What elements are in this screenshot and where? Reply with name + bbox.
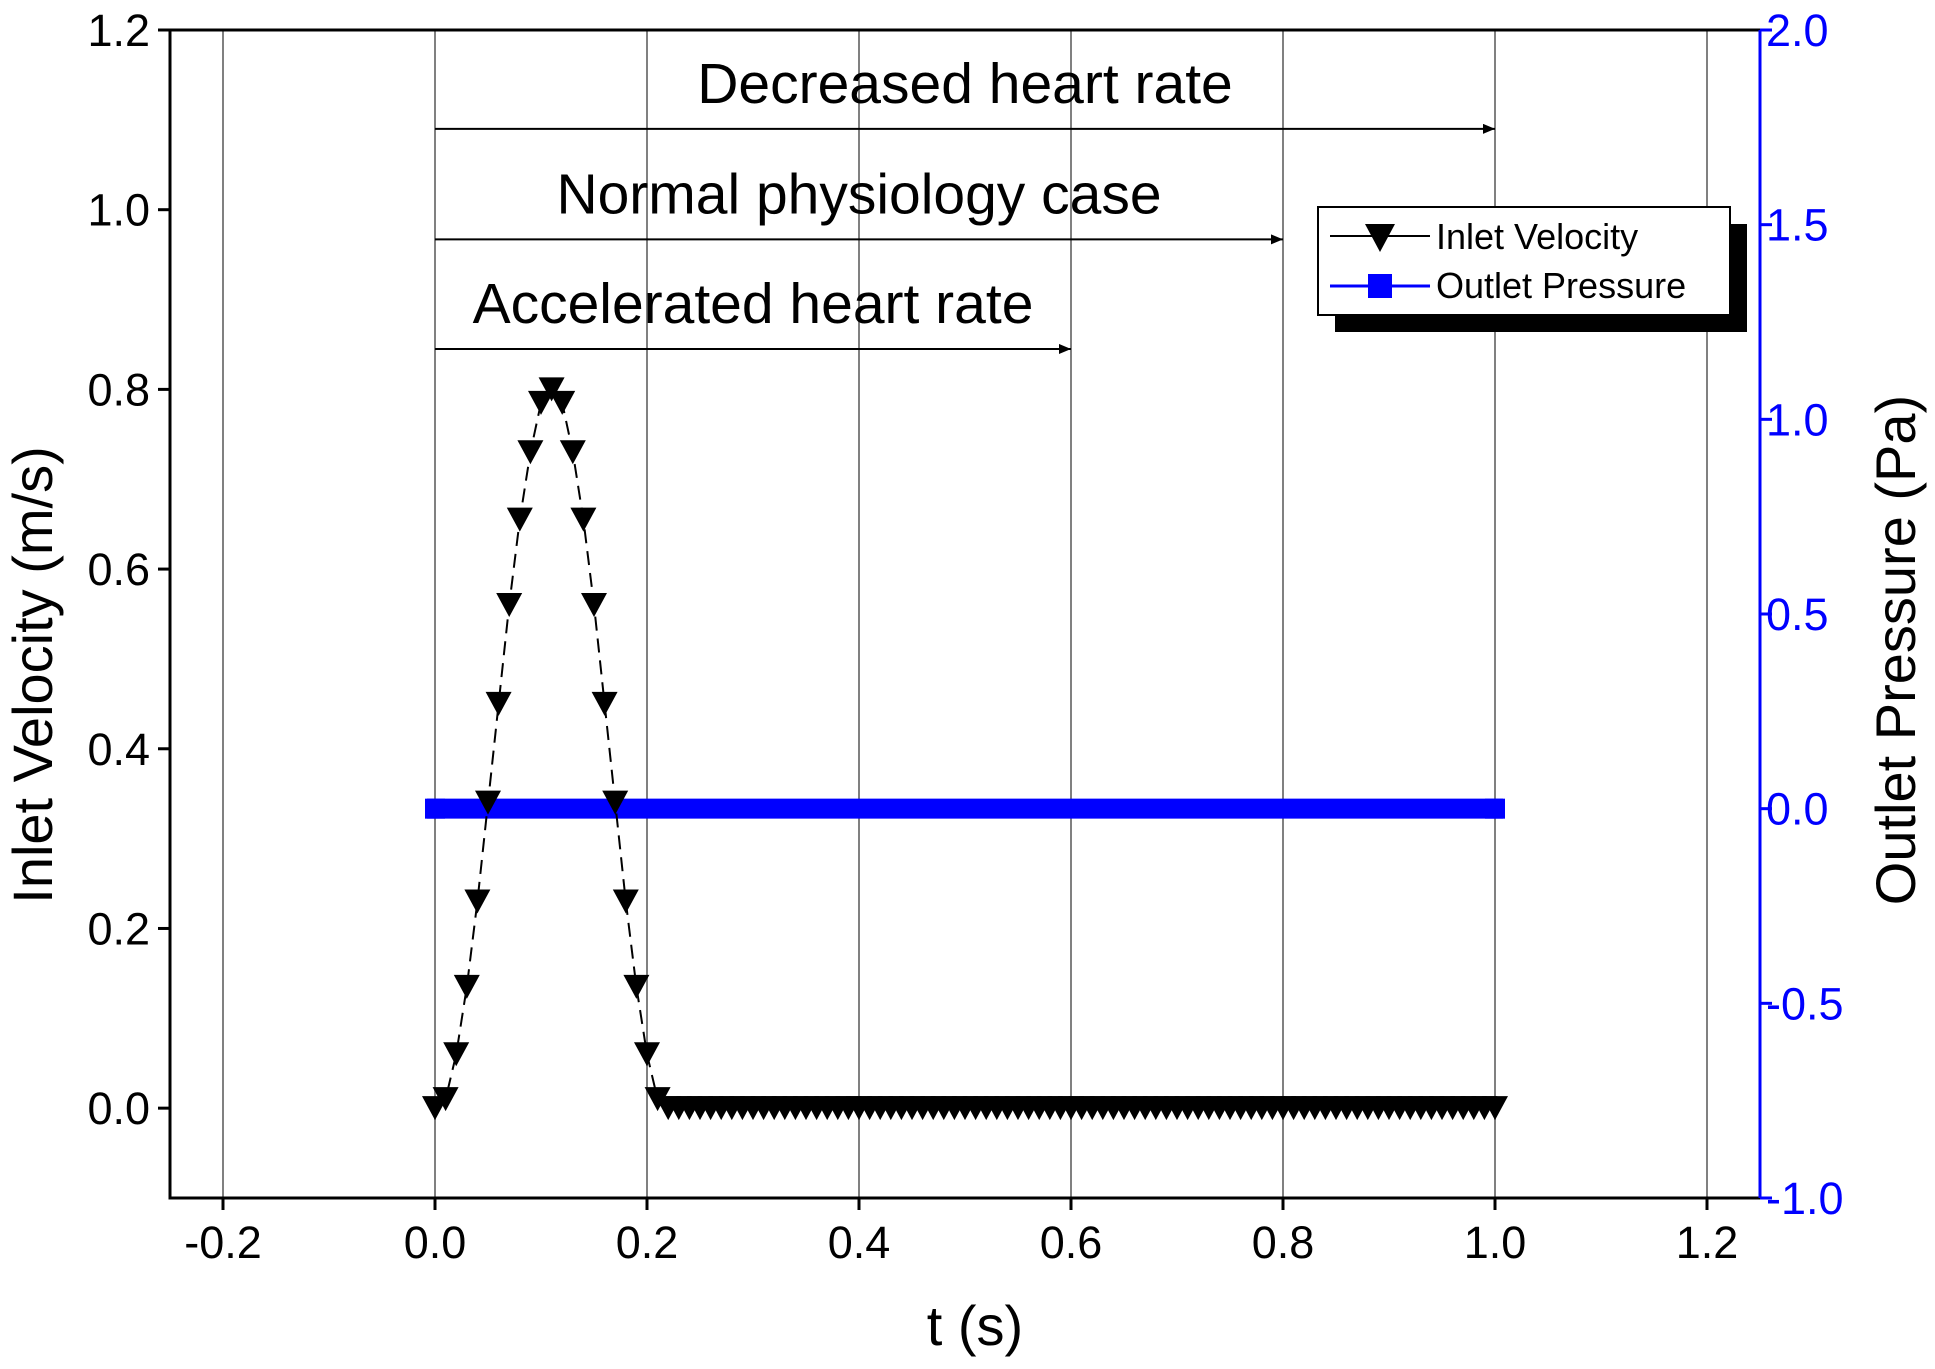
inlet-velocity-point [517,440,544,465]
annotation-label: Decreased heart rate [697,52,1232,116]
right-y-tick-label: 1.0 [1766,394,1829,445]
inlet-velocity-point [591,691,618,716]
series-layer [422,377,1508,1121]
inlet-velocity-point [559,440,586,465]
right-y-tick-label: 1.5 [1766,200,1829,251]
legend-label-inlet-velocity: Inlet Velocity [1436,216,1638,257]
x-tick-label: -0.2 [184,1217,262,1268]
outlet-pressure-point [425,798,445,819]
right-y-tick-label: -0.5 [1766,978,1844,1029]
left-y-tick-label: 1.2 [87,5,150,56]
x-tick-label: 1.0 [1464,1217,1527,1268]
x-tick-label: 1.2 [1676,1217,1739,1268]
annotation-label: Normal physiology case [556,162,1161,226]
left-y-axis-ticks: 0.0 0.2 0.4 0.6 0.8 1.0 1.2 [87,5,170,1134]
annotation-label: Accelerated heart rate [473,272,1034,336]
inlet-velocity-point [453,974,480,999]
left-y-tick-label: 0.6 [87,544,150,595]
x-tick-label: 0.8 [1252,1217,1315,1268]
inlet-velocity-point [475,790,501,815]
left-y-tick-label: 0.8 [87,364,150,415]
inlet-velocity-point [549,390,576,415]
left-y-tick-label: 0.0 [87,1083,150,1134]
inlet-velocity-line [434,387,1495,1110]
inlet-velocity-point [506,507,533,532]
x-axis-ticks: -0.2 0.0 0.2 0.4 0.6 0.8 1.0 1.2 [184,1198,1738,1268]
inlet-velocity-point [581,593,607,618]
right-y-tick-label: -1.0 [1766,1173,1844,1224]
legend-marker-inlet-velocity [1365,224,1395,252]
legend: Inlet Velocity Outlet Pressure [1317,206,1747,332]
inlet-velocity-point [432,1087,459,1112]
inlet-velocity-point [570,507,597,532]
right-y-tick-label: 0.0 [1766,784,1829,835]
right-y-axis-ticks: -1.0 -0.5 0.0 0.5 1.0 1.5 2.0 [1760,5,1844,1224]
series-outlet-pressure [425,798,1505,819]
inlet-velocity-point [612,889,639,914]
inlet-velocity-point [443,1042,470,1067]
legend-marker-outlet-pressure [1368,274,1392,298]
left-y-tick-label: 1.0 [87,185,150,236]
series-inlet-velocity [422,377,1508,1121]
x-tick-label: 0.6 [1040,1217,1103,1268]
x-axis-title: t (s) [927,1294,1023,1357]
outlet-pressure-point [1485,798,1505,819]
right-y-axis-title: Outlet Pressure (Pa) [1864,395,1927,905]
inlet-velocity-point [623,974,650,999]
right-y-tick-label: 0.5 [1766,589,1829,640]
inlet-velocity-point [634,1042,660,1067]
inlet-velocity-point [602,790,629,815]
inlet-velocity-point [528,390,554,415]
annotations: Decreased heart rate Normal physiology ca… [435,52,1495,354]
x-tick-label: 0.0 [404,1217,467,1268]
inlet-velocity-point [1482,1096,1508,1121]
left-y-tick-label: 0.2 [87,903,150,954]
left-y-axis-title: Inlet Velocity (m/s) [1,446,64,903]
inlet-velocity-point [496,593,523,618]
left-y-tick-label: 0.4 [87,724,150,775]
legend-label-outlet-pressure: Outlet Pressure [1436,265,1686,306]
right-y-tick-label: 2.0 [1766,5,1829,56]
x-tick-label: 0.2 [616,1217,679,1268]
inlet-velocity-point [485,691,512,716]
inlet-velocity-point [464,889,491,914]
x-tick-label: 0.4 [828,1217,891,1268]
inlet-velocity-point [538,377,565,402]
